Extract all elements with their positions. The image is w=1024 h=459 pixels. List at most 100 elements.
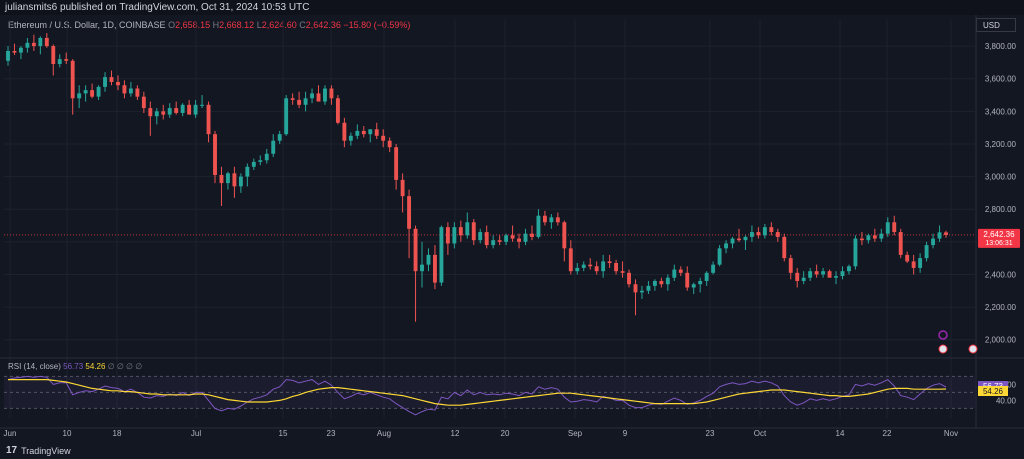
candle-body xyxy=(387,140,392,148)
candle xyxy=(620,261,625,278)
candle xyxy=(310,88,314,104)
candle xyxy=(555,212,560,226)
candle-body xyxy=(840,271,845,277)
candle xyxy=(872,228,877,242)
candle xyxy=(374,122,379,140)
candle xyxy=(762,223,767,239)
time-axis-label: 18 xyxy=(113,429,122,438)
candle xyxy=(484,225,489,249)
candle xyxy=(717,245,722,267)
candle-body xyxy=(271,140,276,154)
candle xyxy=(400,173,405,213)
candle xyxy=(542,210,547,226)
candle xyxy=(433,245,437,290)
candle-body xyxy=(471,222,476,241)
candle xyxy=(25,37,30,53)
candle xyxy=(808,267,813,281)
event-marker-icon xyxy=(938,330,948,340)
candle-body xyxy=(640,290,644,293)
time-axis-label: 23 xyxy=(706,429,715,438)
price-tag-countdown: 13:06:31 xyxy=(985,240,1012,247)
candle xyxy=(439,225,444,286)
candle xyxy=(607,254,612,268)
symbol-title[interactable]: Ethereum / U.S. Dollar, 1D, COINBASE xyxy=(8,20,166,30)
candle xyxy=(840,266,845,280)
candle-body xyxy=(769,227,774,233)
rsi-ma-line xyxy=(8,379,947,406)
candle-body xyxy=(853,238,858,267)
candle xyxy=(530,225,534,241)
candle-body xyxy=(691,284,696,288)
rsi-title[interactable]: RSI (14, close) xyxy=(8,362,61,371)
rsi-ma-tag-text: 54.26 xyxy=(983,387,1004,396)
candle-body xyxy=(180,104,185,113)
candle-body xyxy=(737,238,741,241)
candle-body xyxy=(581,264,586,268)
candle-body xyxy=(187,104,192,115)
candle xyxy=(814,264,819,278)
candle-body xyxy=(665,277,670,285)
candle-body xyxy=(439,227,444,283)
candle-body xyxy=(290,98,295,100)
candle-body xyxy=(659,280,664,285)
candle xyxy=(226,171,230,190)
candle xyxy=(859,232,864,246)
candle xyxy=(885,217,890,237)
candle-body xyxy=(788,258,793,273)
candle xyxy=(827,269,832,278)
candle xyxy=(937,225,942,242)
candle-body xyxy=(135,88,140,97)
time-axis-label: 10 xyxy=(63,429,72,438)
candle-body xyxy=(762,227,767,236)
candle-body xyxy=(730,238,735,244)
candle-body xyxy=(633,284,638,293)
candle xyxy=(640,285,644,299)
candle-body xyxy=(646,285,651,291)
candle xyxy=(213,130,217,184)
candle xyxy=(627,269,631,288)
candle-body xyxy=(141,96,146,109)
candle-body xyxy=(879,233,884,239)
rsi-band xyxy=(4,376,975,409)
candle-body xyxy=(219,174,224,184)
candle xyxy=(892,215,897,236)
time-axis-label: 15 xyxy=(279,429,288,438)
candle-body xyxy=(51,46,56,65)
candle xyxy=(44,33,49,48)
candle-body xyxy=(458,227,463,236)
candle xyxy=(452,222,457,249)
candle xyxy=(724,240,728,254)
rsi-ma-legend-value: 54.26 xyxy=(85,362,106,371)
candle-body xyxy=(12,50,17,53)
candle xyxy=(381,129,386,148)
candle xyxy=(445,222,450,255)
candle xyxy=(782,233,787,262)
candle xyxy=(458,220,463,242)
candle xyxy=(6,46,10,66)
candle xyxy=(801,271,806,285)
candle xyxy=(944,230,948,238)
candle-body xyxy=(711,264,716,273)
candle xyxy=(31,34,36,51)
candle xyxy=(756,227,761,239)
candle-body xyxy=(808,271,813,278)
candle-body xyxy=(433,254,437,283)
candle-body xyxy=(510,235,515,239)
candle xyxy=(510,225,515,242)
candle-body xyxy=(368,129,373,135)
candle xyxy=(12,43,17,56)
candle xyxy=(562,220,567,262)
currency-label: USD xyxy=(983,21,1000,30)
candle-body xyxy=(128,88,133,94)
candle xyxy=(154,108,159,125)
candle-body xyxy=(122,85,127,94)
candle xyxy=(847,264,851,275)
candle xyxy=(517,233,521,249)
candle-body xyxy=(206,104,211,135)
candle-body xyxy=(25,42,30,48)
candle-body xyxy=(413,228,418,272)
candle-body xyxy=(232,173,237,187)
candle xyxy=(38,36,43,55)
